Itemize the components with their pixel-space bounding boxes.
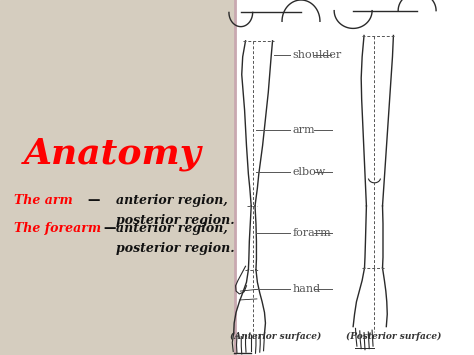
Text: hand: hand [292, 284, 320, 294]
Text: posterior region.: posterior region. [116, 242, 235, 255]
Text: —: — [103, 223, 116, 235]
Text: shoulder: shoulder [292, 50, 342, 60]
Text: anterior region,: anterior region, [116, 223, 228, 235]
Text: The arm: The arm [14, 194, 73, 207]
Text: posterior region.: posterior region. [116, 214, 235, 226]
Text: The forearm: The forearm [14, 223, 101, 235]
Bar [0, 0, 235, 355]
Text: elbow: elbow [292, 167, 326, 177]
Text: (Posterior surface): (Posterior surface) [346, 332, 441, 341]
Text: anterior region,: anterior region, [116, 194, 228, 207]
Text: —: — [88, 194, 100, 207]
Text: forarm: forarm [292, 228, 331, 237]
Text: (Anterior surface): (Anterior surface) [230, 332, 321, 341]
Text: arm: arm [292, 125, 315, 135]
Text: Anatomy: Anatomy [24, 137, 201, 171]
